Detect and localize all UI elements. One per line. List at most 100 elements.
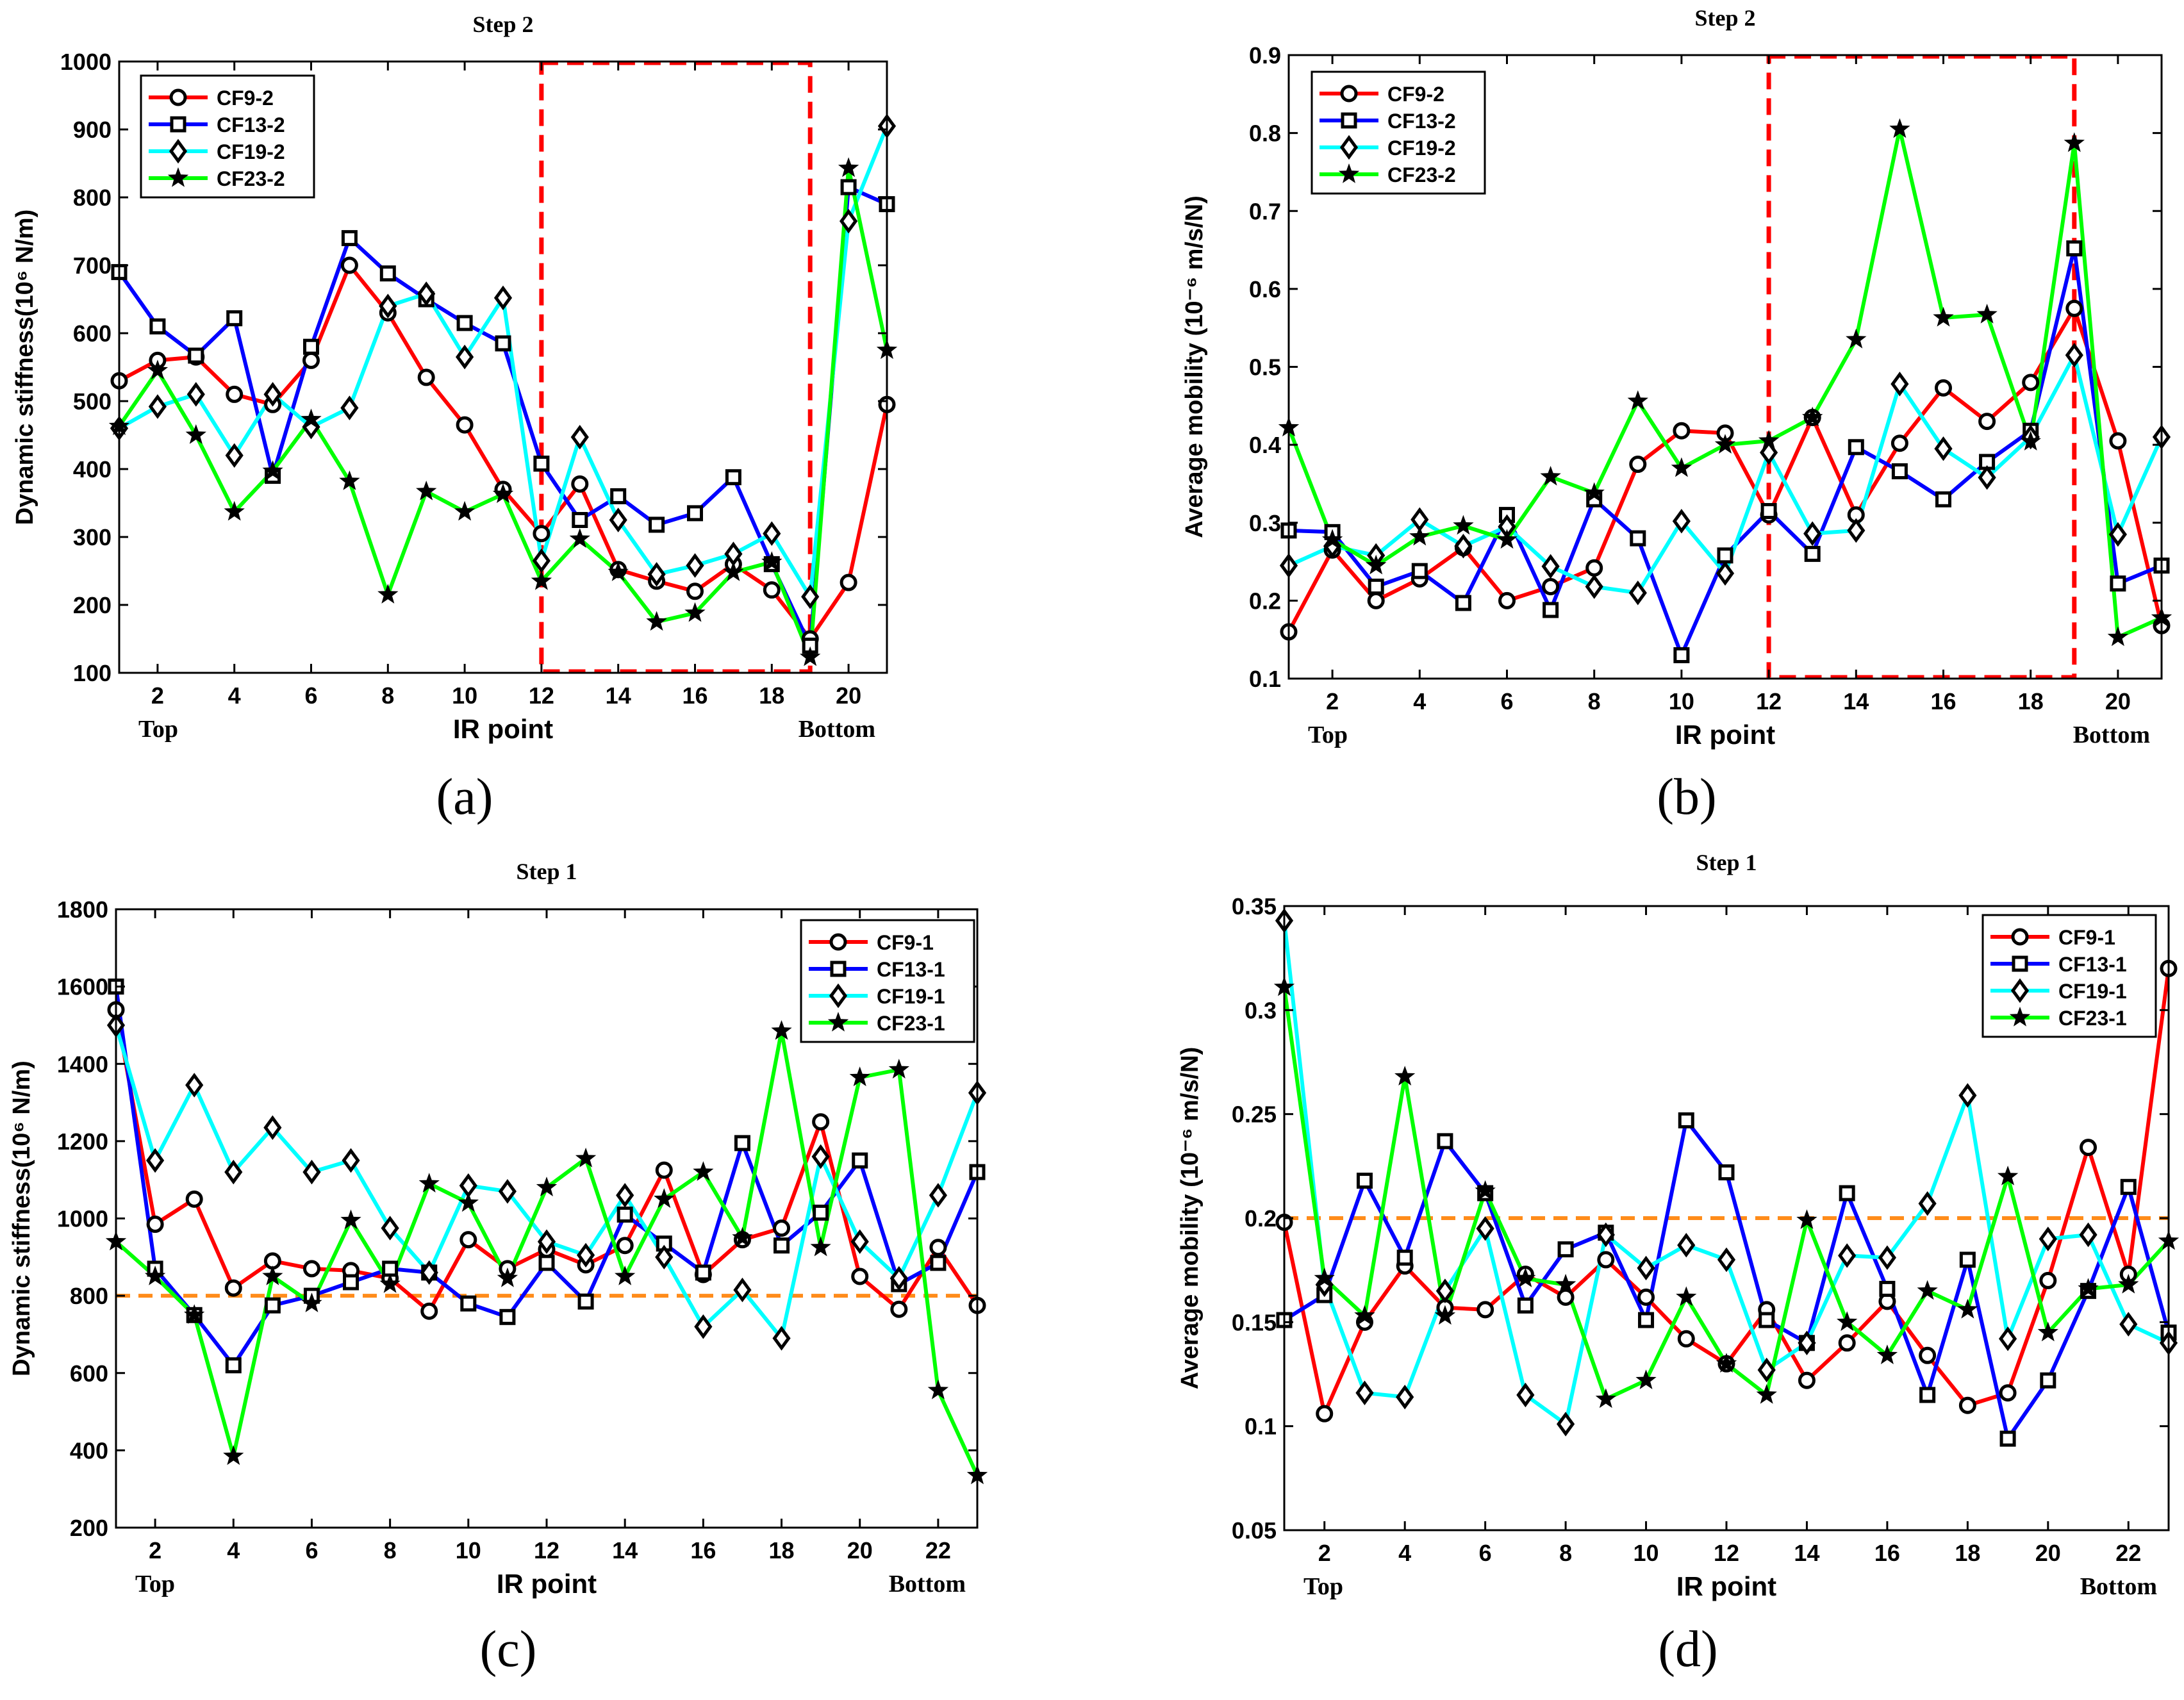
data-point xyxy=(1557,1288,1575,1306)
x-tick-label: 8 xyxy=(384,1537,397,1564)
legend-label: CF23-2 xyxy=(217,167,285,190)
data-point xyxy=(2118,1273,2139,1294)
data-point xyxy=(1597,1251,1615,1269)
data-point xyxy=(1638,1312,1655,1328)
chart-c: 200 400 600 800 1000 1200 1400 1600 1800 2 4 6 8 10 12… xyxy=(8,859,988,1678)
legend-label: CF23-1 xyxy=(877,1012,945,1035)
data-point xyxy=(1477,1301,1494,1319)
data-point xyxy=(302,351,320,369)
y-axis-label: Dynamic stiffness(10⁶ N/m) xyxy=(8,1060,35,1376)
x-tick-label: 14 xyxy=(1843,688,1869,714)
data-point xyxy=(2080,1139,2097,1157)
data-point xyxy=(533,525,550,543)
data-point xyxy=(1889,118,1910,138)
data-point xyxy=(454,500,476,521)
data-point xyxy=(301,408,322,429)
y-tick-label: 700 xyxy=(73,252,112,279)
x-tick-label: 10 xyxy=(1634,1540,1659,1566)
data-point xyxy=(1759,440,1778,465)
y-tick-label: 0.15 xyxy=(1232,1309,1277,1335)
legend-label: CF23-1 xyxy=(2058,1007,2127,1030)
data-point xyxy=(930,1255,947,1271)
data-point xyxy=(889,1266,908,1291)
data-point xyxy=(536,1176,558,1196)
data-point xyxy=(2066,240,2083,257)
x-tick-label: 12 xyxy=(534,1537,559,1564)
y-tick-label: 0.9 xyxy=(1249,42,1281,69)
data-point xyxy=(1455,595,1471,611)
y-tick-label: 0.7 xyxy=(1249,198,1281,224)
data-point xyxy=(569,528,590,548)
data-point xyxy=(1595,1388,1616,1408)
data-point xyxy=(1673,647,1690,664)
data-point xyxy=(531,570,552,590)
data-point xyxy=(1846,328,1867,349)
data-point xyxy=(1396,1250,1413,1266)
data-point xyxy=(1314,1267,1335,1287)
data-point xyxy=(1437,1133,1453,1150)
x-tick-label: 4 xyxy=(227,1537,240,1564)
data-point xyxy=(1543,602,1559,618)
data-point xyxy=(609,508,627,532)
data-point xyxy=(1716,561,1735,586)
data-point xyxy=(734,1135,750,1151)
x-tick-label: 2 xyxy=(149,1537,161,1564)
data-point xyxy=(888,1059,909,1079)
legend: CF9-1 CF13-1 CF19-1 CF23-1 xyxy=(800,919,975,1043)
data-point xyxy=(1498,591,1516,609)
data-point xyxy=(2040,1372,2056,1389)
data-point xyxy=(1475,1180,1496,1200)
x-tick-label: 14 xyxy=(1794,1540,1819,1566)
legend-label: CF9-2 xyxy=(217,87,274,110)
data-point xyxy=(185,1073,204,1098)
data-point xyxy=(538,1255,555,1271)
x-axis-label: IR point xyxy=(1676,1571,1776,1601)
data-point xyxy=(840,179,857,195)
data-point xyxy=(1803,521,1822,547)
data-point xyxy=(1890,372,1909,397)
panel-label: (b) xyxy=(1657,769,1716,825)
data-point xyxy=(812,1113,830,1131)
data-point xyxy=(1959,1251,1976,1268)
data-point xyxy=(1935,379,1952,397)
x-tick-label: 6 xyxy=(304,682,317,709)
data-point xyxy=(417,281,436,306)
y-tick-label: 200 xyxy=(70,1515,108,1541)
x-tick-label: 18 xyxy=(769,1537,795,1564)
data-point xyxy=(1838,1334,1856,1352)
legend-marker-CF13-2 xyxy=(170,116,186,133)
data-point xyxy=(1935,491,1951,508)
data-point xyxy=(1367,591,1385,609)
y-tick-label: 0.2 xyxy=(1245,1205,1277,1232)
data-point xyxy=(381,1216,399,1241)
data-point xyxy=(1555,1273,1576,1294)
x-tick-label: 14 xyxy=(612,1537,638,1564)
legend-marker-CF23-1 xyxy=(827,1012,849,1032)
legend-label: CF13-2 xyxy=(1387,110,1456,133)
data-point xyxy=(1355,1380,1374,1405)
x-tick-label: 2 xyxy=(1318,1540,1331,1566)
data-point xyxy=(1394,1066,1416,1085)
data-point xyxy=(459,1231,477,1249)
data-point xyxy=(264,1297,281,1314)
data-point xyxy=(693,1161,714,1181)
data-point xyxy=(1596,1222,1615,1248)
data-point xyxy=(1627,390,1648,410)
data-point xyxy=(1453,515,1474,535)
x-top-label: Top xyxy=(1303,1573,1343,1600)
data-point xyxy=(1454,534,1473,559)
data-point xyxy=(1847,518,1866,543)
legend-marker-CF9-2 xyxy=(1340,85,1358,103)
data-point xyxy=(840,574,857,591)
data-point xyxy=(188,347,204,364)
x-tick-label: 2 xyxy=(1326,688,1339,714)
y-tick-label: 300 xyxy=(73,524,112,550)
data-point xyxy=(616,1237,634,1255)
data-point xyxy=(2120,1178,2137,1195)
data-point xyxy=(456,315,473,331)
data-point xyxy=(654,1188,675,1209)
data-point xyxy=(1798,1371,1816,1389)
x-tick-label: 2 xyxy=(151,682,164,709)
x-axis-label: IR point xyxy=(453,714,553,744)
data-point xyxy=(647,562,666,587)
